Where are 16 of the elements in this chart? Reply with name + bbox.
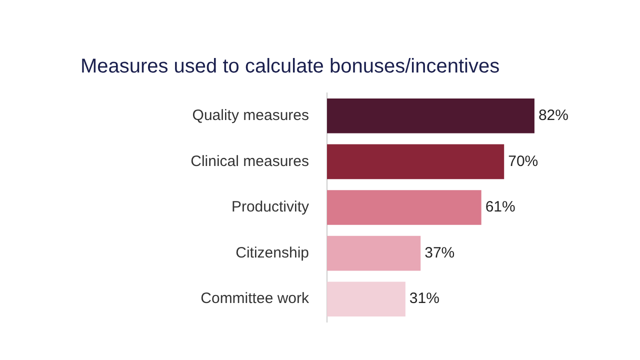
data-label: 82%	[538, 107, 568, 124]
y-tick-label: Citizenship	[236, 244, 309, 262]
y-tick-label: Committee work	[200, 290, 310, 308]
y-tick-label: Clinical measures	[190, 152, 309, 170]
bar	[327, 144, 504, 180]
data-label: 31%	[409, 290, 440, 308]
data-label: 37%	[424, 244, 455, 262]
bar	[327, 98, 534, 134]
bar	[327, 190, 482, 225]
data-label: 70%	[508, 152, 538, 170]
bar	[327, 236, 421, 271]
y-tick-label: Quality measures	[192, 107, 309, 124]
chart-title: Measures used to calculate bonuses/incentives	[80, 56, 500, 78]
y-tick-label: Productivity	[231, 198, 310, 216]
bar	[327, 282, 406, 317]
data-label: 61%	[485, 198, 516, 216]
